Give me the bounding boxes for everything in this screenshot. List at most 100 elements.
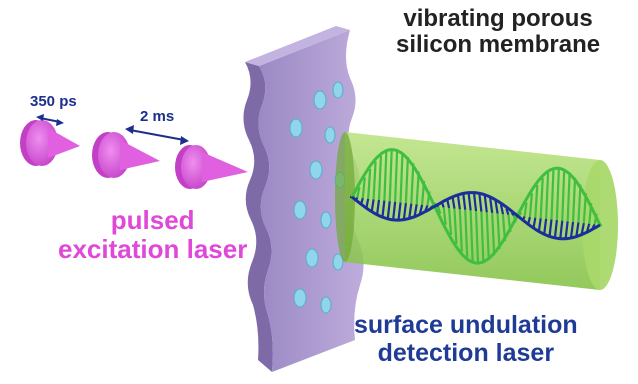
wave-strand-blue — [569, 221, 575, 238]
wave-strand-green — [534, 184, 539, 218]
wave-strand-blue — [505, 208, 510, 215]
wave-strand-blue — [494, 200, 499, 214]
wave-strand-green — [571, 177, 577, 223]
laser-pulse-1 — [20, 120, 80, 166]
membrane-pores — [289, 81, 346, 314]
wave-strand-green — [469, 210, 474, 262]
wave-strand-blue — [386, 201, 391, 220]
wave-strand-green — [442, 207, 447, 225]
wave-strand-blue — [553, 220, 558, 239]
laser-pulse-3 — [175, 145, 248, 189]
wave-strand-blue — [559, 220, 564, 239]
detection-label-line2: detection laser — [377, 338, 555, 367]
pore — [332, 81, 344, 99]
wave-strand-green — [539, 177, 544, 219]
excitation-label-line1: pulsed — [110, 205, 195, 235]
wave-strand-green — [383, 151, 388, 201]
pore — [324, 126, 336, 144]
wave-strand-blue — [462, 192, 467, 210]
pore — [289, 118, 303, 138]
wave-strand-blue — [489, 197, 494, 213]
membrane-label-line1: vibrating porous — [403, 5, 593, 32]
wave-strand-blue — [472, 192, 478, 212]
wave-strand-green — [394, 149, 399, 202]
wave-envelope-blue — [351, 191, 601, 241]
wave-strand-green — [453, 208, 458, 245]
wave-strand-green — [523, 202, 528, 217]
wave-strand-blue — [456, 194, 461, 210]
membrane-top — [245, 26, 350, 66]
wave-strand-green — [566, 172, 571, 222]
pore — [313, 90, 327, 110]
pulse-cone — [202, 152, 248, 182]
excitation-laser-label: pulsed excitation laser — [58, 206, 247, 263]
wave-strand-green — [491, 212, 496, 256]
wave-strand-green — [485, 212, 490, 260]
pore — [309, 160, 323, 180]
wave-strand-green — [464, 209, 469, 258]
wave-strand-blue — [580, 222, 585, 234]
wave-strand-green — [367, 168, 372, 199]
wave-strand-green — [555, 168, 560, 221]
wave-strand-green — [372, 161, 377, 200]
pulse-cone — [48, 128, 80, 158]
wave-strand-green — [437, 206, 442, 215]
wave-strand-blue — [424, 205, 429, 211]
wave-envelope-green — [350, 148, 602, 265]
wave-strand-green — [480, 211, 485, 263]
pore — [332, 253, 344, 271]
wave-strand-green — [496, 213, 501, 249]
wave-strand-green — [528, 193, 534, 218]
wave-strand-green — [410, 163, 415, 204]
wave-strand-blue — [419, 204, 424, 214]
pore — [293, 200, 307, 220]
pulse-cone — [120, 140, 160, 170]
wave-strand-green — [377, 155, 383, 201]
pore — [293, 288, 307, 308]
wave-strand-blue — [402, 202, 408, 220]
wave-strand-blue — [548, 219, 553, 238]
wave-strand-green — [518, 211, 523, 217]
pore — [320, 296, 332, 314]
laser-pulse-2 — [92, 132, 160, 178]
wave-strand-blue — [586, 223, 591, 232]
pulse-width-arrow — [36, 114, 64, 126]
wave-strand-green — [544, 172, 550, 219]
wave-strand-green — [361, 177, 366, 199]
wave-strand-green — [447, 207, 453, 236]
wave-strand-green — [474, 210, 480, 264]
wave-strand-green — [356, 186, 361, 198]
wave-strand-green — [561, 169, 566, 221]
membrane-front — [258, 30, 364, 372]
excitation-label-line2: excitation laser — [58, 233, 248, 264]
pulse-spacing-label: 2 ms — [140, 108, 175, 125]
pore — [305, 248, 319, 268]
wave-strand-blue — [375, 199, 381, 216]
membrane-side — [243, 62, 273, 372]
detection-laser-label: surface undulation detection laser — [354, 311, 578, 367]
wave-strand-green — [550, 169, 555, 220]
wave-strand-green — [458, 209, 463, 252]
detection-label-line1: surface undulation — [354, 311, 578, 339]
wave-strand-blue — [499, 204, 505, 215]
membrane-label: vibrating porous silicon membrane — [396, 5, 601, 59]
wave-strand-blue — [575, 222, 580, 237]
beam-body — [345, 132, 600, 290]
wave-strand-green — [404, 156, 410, 204]
pulse-width-label: 350 ps — [30, 93, 77, 110]
wave-strand-blue — [413, 204, 418, 216]
standing-wave — [350, 148, 602, 265]
membrane-label-line2: silicon membrane — [396, 31, 601, 59]
wave-strand-green — [577, 184, 582, 223]
wave-strand-blue — [483, 195, 488, 213]
detection-beam — [335, 132, 618, 290]
wave-strand-blue — [408, 203, 413, 218]
pulse-spacing-arrow — [125, 125, 189, 145]
pore — [320, 211, 332, 229]
wave-strand-blue — [381, 200, 386, 218]
wave-strand-blue — [542, 218, 548, 236]
wave-strand-green — [399, 152, 404, 203]
wave-strand-blue — [564, 221, 569, 239]
wave-strand-green — [388, 149, 393, 202]
